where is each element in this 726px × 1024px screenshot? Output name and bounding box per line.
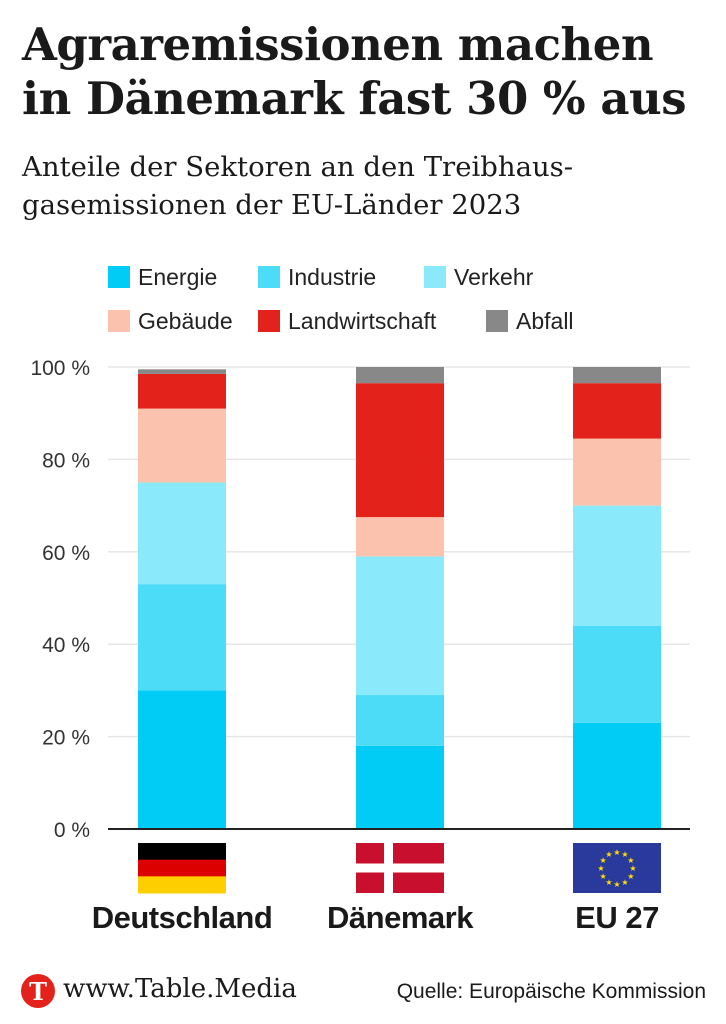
eu-star-icon: ★ [613, 880, 620, 889]
bar-eu-27-energie [573, 722, 661, 829]
bar-dänemark-energie [356, 745, 444, 829]
legend-swatch-industrie [258, 266, 280, 288]
legend-label-verkehr: Verkehr [454, 263, 534, 290]
y-tick-label-20: 20 % [42, 727, 90, 750]
bar-deutschland-gebäude [138, 408, 226, 483]
bar-dänemark-abfall [356, 367, 444, 384]
y-tick-label-60: 60 % [42, 542, 90, 565]
legend-item-verkehr: Verkehr [424, 262, 533, 292]
eu-star-icon: ★ [605, 850, 612, 859]
bar-eu-27-abfall [573, 367, 661, 384]
eu-flag: ★ ★★★★★★★★★★★ [573, 843, 661, 893]
bar-deutschland-energie [138, 690, 226, 829]
eu-star-icon: ★ [621, 850, 628, 859]
eu-star-icon: ★ [600, 856, 607, 865]
bar-eu-27-gebäude [573, 438, 661, 506]
denmark-flag [356, 843, 444, 893]
y-tick-label-80: 80 % [42, 449, 90, 472]
eu-star-icon: ★ [613, 848, 620, 857]
y-tick-label-100: 100 % [30, 357, 90, 380]
bar-deutschland-abfall [138, 369, 226, 374]
legend-swatch-gebaeude [108, 310, 130, 332]
category-label-deutschland: Deutschland [91, 900, 273, 935]
legend-label-landwirtschaft: Landwirtschaft [288, 307, 437, 334]
legend-item-landwirtschaft: Landwirtschaft [258, 306, 436, 336]
category-label-daenemark: Dänemark [327, 900, 473, 935]
legend-label-abfall: Abfall [516, 307, 574, 334]
bar-eu-27-verkehr [573, 505, 661, 626]
eu-star-icon: ★ [621, 878, 628, 887]
legend-swatch-verkehr [424, 266, 446, 288]
denmark-flag-part [356, 863, 444, 873]
eu-star-icon: ★ [627, 872, 634, 881]
bar-dänemark-industrie [356, 695, 444, 746]
bar-dänemark-verkehr [356, 556, 444, 696]
eu-star-icon: ★ [600, 872, 607, 881]
legend-swatch-energie [108, 266, 130, 288]
legend-label-industrie: Industrie [288, 263, 377, 290]
logo-letter: T [29, 977, 47, 1006]
germany-flag [138, 843, 226, 894]
eu-flag-background [573, 843, 661, 893]
bar-eu-27-industrie [573, 625, 661, 723]
bar-dänemark-gebäude [356, 517, 444, 557]
chart-subtitle: Anteile der Sektoren an den Treibhaus-ga… [22, 151, 574, 221]
germany-flag-stripe [138, 843, 226, 861]
legend-item-abfall: Abfall [486, 306, 574, 336]
germany-flag-stripe [138, 876, 226, 894]
legend-swatch-abfall [486, 310, 508, 332]
stacked-bar-chart: 0 %20 %40 %60 %80 %100 %★ ★★★★★★★★★★★ [30, 357, 690, 894]
chart-title: Agraremissionen machen in Dänemark fast … [22, 18, 687, 125]
eu-star-icon: ★ [605, 878, 612, 887]
eu-star-icon: ★ [597, 864, 604, 873]
legend-swatch-landwirtschaft [258, 310, 280, 332]
y-tick-label-40: 40 % [42, 634, 90, 657]
bar-deutschland-verkehr [138, 482, 226, 585]
footer-url[interactable]: www.Table.Media [63, 974, 297, 1004]
bar-deutschland-landwirtschaft [138, 373, 226, 409]
legend-item-gebaeude: Gebäude [108, 306, 233, 336]
footer-source: Quelle: Europäische Kommission [396, 980, 706, 1003]
category-label-eu27: EU 27 [575, 900, 659, 935]
legend-label-energie: Energie [138, 263, 218, 290]
bar-eu-27-landwirtschaft [573, 383, 661, 439]
table-media-logo-icon: T [21, 974, 55, 1008]
eu-star-icon: ★ [629, 864, 636, 873]
legend-item-energie: Energie [108, 262, 217, 292]
legend-item-industrie: Industrie [258, 262, 376, 292]
y-tick-label-0: 0 % [54, 819, 90, 842]
germany-flag-stripe [138, 859, 226, 877]
bar-dänemark-landwirtschaft [356, 383, 444, 518]
bar-deutschland-industrie [138, 584, 226, 691]
eu-star-icon: ★ [627, 856, 634, 865]
legend-label-gebaeude: Gebäude [138, 307, 233, 334]
